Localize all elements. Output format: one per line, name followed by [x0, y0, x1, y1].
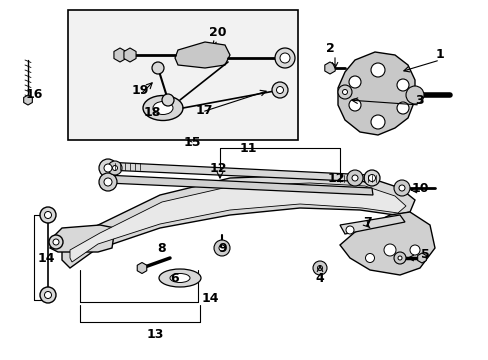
Circle shape — [99, 173, 117, 191]
Ellipse shape — [170, 274, 190, 283]
Ellipse shape — [159, 269, 201, 287]
Circle shape — [351, 175, 357, 181]
Circle shape — [49, 235, 63, 249]
Circle shape — [44, 211, 51, 219]
Polygon shape — [324, 62, 334, 74]
Text: 2: 2 — [325, 41, 334, 54]
Circle shape — [409, 245, 419, 255]
Polygon shape — [417, 253, 426, 263]
Circle shape — [44, 292, 51, 298]
Circle shape — [346, 170, 362, 186]
Polygon shape — [105, 162, 371, 182]
Circle shape — [370, 63, 384, 77]
Polygon shape — [50, 225, 115, 252]
Circle shape — [162, 94, 174, 106]
Circle shape — [280, 53, 289, 63]
Circle shape — [346, 226, 353, 234]
Text: 15: 15 — [183, 135, 201, 148]
Polygon shape — [62, 175, 414, 268]
Text: 11: 11 — [239, 141, 256, 154]
Circle shape — [393, 252, 405, 264]
Circle shape — [214, 240, 229, 256]
Text: 14: 14 — [201, 292, 218, 305]
Text: 19: 19 — [131, 84, 148, 96]
Polygon shape — [175, 42, 229, 68]
Polygon shape — [339, 215, 404, 234]
Circle shape — [40, 207, 56, 223]
Text: 12: 12 — [326, 171, 344, 184]
Text: 20: 20 — [209, 26, 226, 39]
Text: 12: 12 — [209, 162, 226, 175]
Text: 17: 17 — [195, 104, 212, 117]
Circle shape — [397, 256, 401, 260]
Polygon shape — [23, 95, 32, 105]
Circle shape — [219, 245, 224, 251]
Circle shape — [108, 161, 122, 175]
Circle shape — [40, 287, 56, 303]
Circle shape — [104, 164, 112, 172]
Circle shape — [274, 48, 294, 68]
Polygon shape — [339, 212, 434, 275]
Circle shape — [312, 261, 326, 275]
Text: 14: 14 — [37, 252, 55, 265]
Polygon shape — [123, 48, 136, 62]
Text: 5: 5 — [420, 248, 428, 261]
Circle shape — [342, 90, 347, 94]
Circle shape — [104, 178, 112, 186]
Circle shape — [396, 102, 408, 114]
Polygon shape — [337, 52, 414, 135]
Polygon shape — [70, 183, 405, 262]
Circle shape — [365, 253, 374, 262]
Circle shape — [348, 76, 360, 88]
Text: 16: 16 — [25, 89, 42, 102]
Text: 6: 6 — [170, 271, 179, 284]
Circle shape — [53, 239, 59, 245]
Circle shape — [276, 86, 283, 94]
Circle shape — [99, 159, 117, 177]
Text: 7: 7 — [363, 216, 372, 229]
Circle shape — [398, 185, 404, 191]
Circle shape — [348, 99, 360, 111]
Circle shape — [337, 85, 351, 99]
Circle shape — [368, 175, 375, 181]
Ellipse shape — [142, 95, 183, 121]
Text: 3: 3 — [415, 94, 424, 107]
Polygon shape — [105, 175, 372, 195]
Text: 8: 8 — [157, 242, 166, 255]
Polygon shape — [93, 68, 100, 77]
Text: 1: 1 — [435, 49, 444, 62]
Circle shape — [405, 86, 423, 104]
Circle shape — [393, 180, 409, 196]
Text: 10: 10 — [410, 181, 428, 194]
Circle shape — [152, 62, 163, 74]
Circle shape — [112, 166, 117, 171]
Circle shape — [370, 115, 384, 129]
Text: 13: 13 — [146, 328, 163, 342]
Ellipse shape — [153, 102, 173, 114]
Circle shape — [363, 170, 379, 186]
Polygon shape — [137, 262, 146, 274]
Polygon shape — [114, 48, 126, 62]
Text: 9: 9 — [218, 242, 227, 255]
Text: 4: 4 — [315, 271, 324, 284]
Circle shape — [396, 79, 408, 91]
Circle shape — [383, 244, 395, 256]
Circle shape — [271, 82, 287, 98]
Text: 18: 18 — [143, 105, 161, 118]
Circle shape — [317, 266, 322, 270]
Bar — [68, 10, 297, 140]
